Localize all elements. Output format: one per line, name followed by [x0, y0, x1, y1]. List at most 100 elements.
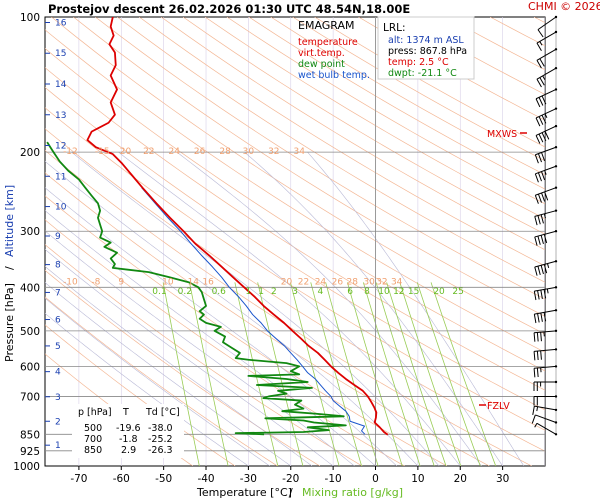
wind-barb [533, 309, 558, 324]
dry-adiabat-line [51, 17, 545, 335]
dry-adiabat-label: 24 [315, 277, 327, 287]
altitude-tick-label: 7 [55, 288, 61, 298]
mixing-ratio-label: 25 [452, 287, 463, 297]
wind-barb-flag [544, 131, 550, 140]
dry-adiabat-label: 28 [219, 147, 231, 157]
fzlv-label: FZLV [487, 401, 510, 412]
mixing-ratio-line [399, 282, 462, 466]
wind-barb-flag [538, 133, 544, 143]
mixing-ratio-line [375, 282, 435, 466]
wind-barb-flag [543, 213, 546, 219]
wind-barb-dot [554, 88, 558, 91]
mixing-ratio-label: 1 [246, 287, 252, 297]
y-axis-label-altitude: Altitude [km] [3, 185, 16, 257]
dry-adiabat-line [182, 17, 545, 235]
wind-barb-flag [540, 214, 544, 224]
lrl-pressure: press: 867.8 hPa [388, 46, 467, 57]
table-cell: 700 [84, 434, 102, 445]
table-cell: 850 [84, 445, 102, 456]
wind-barb-flag [534, 216, 538, 226]
dry-adiabat-label: -12 [63, 147, 78, 157]
dry-adiabat-line [95, 17, 545, 300]
legend-title: EMAGRAM [298, 19, 355, 32]
wind-barb-flag [531, 414, 536, 424]
wind-barb-flag [534, 173, 539, 183]
table-cell: -1.8 [119, 434, 138, 445]
wind-barb-flag [534, 266, 538, 276]
dry-adiabat-line [204, 17, 545, 220]
mixing-ratio-line [234, 282, 279, 466]
wind-barb-flag [537, 313, 540, 323]
dry-adiabat-label: 30 [363, 277, 375, 287]
wind-barb [533, 365, 558, 378]
wind-barb-flag [541, 114, 547, 124]
wind-barb [533, 329, 558, 342]
y-tick-label: 925 [20, 446, 40, 458]
wind-barb [536, 48, 558, 69]
dry-adiabat-label: 20 [120, 147, 132, 157]
x-tick-label: -10 [325, 473, 342, 485]
wind-barb-staff [534, 210, 557, 217]
wind-barb-dot [554, 165, 558, 168]
wind-barb-flag [541, 152, 546, 162]
x-tick-label: 0 [372, 473, 379, 485]
dry-adiabat-label: 16 [202, 277, 214, 287]
wind-barb-flag [541, 132, 547, 142]
altitude-tick-label: 4 [55, 368, 61, 378]
wind-barb-dot [554, 30, 558, 34]
wind-barb-flag [533, 332, 536, 342]
wind-barb [532, 405, 558, 416]
dry-adiabat-label: 26 [194, 147, 206, 157]
wind-barb-dot [554, 48, 558, 51]
altitude-tick-label: 1 [55, 441, 61, 451]
wind-barb [535, 124, 558, 144]
wind-barb [533, 286, 558, 301]
wind-barb-flag [543, 264, 548, 274]
mixing-ratio-label: 6 [347, 287, 353, 297]
wind-barb-dot [554, 230, 558, 233]
x-tick-label: -50 [155, 473, 172, 485]
wind-barb-flag [544, 191, 549, 201]
legend-dew-point: dew point [298, 59, 345, 70]
wind-barb-staff [534, 330, 557, 334]
altitude-tick-label: 15 [55, 49, 66, 59]
wind-barb-staff [534, 309, 557, 315]
copyright-label: CHMI © 2026 [528, 0, 600, 13]
altitude-tick-label: 9 [55, 232, 61, 242]
wind-barb-flag [535, 117, 541, 127]
dry-adiabat-label: 28 [346, 277, 358, 287]
wind-barb-flag [539, 41, 543, 46]
wind-barb [531, 414, 558, 424]
altitude-tick-label: 2 [55, 417, 61, 427]
x-axis-label-temperature: Temperature [°C] [196, 486, 292, 499]
wind-barb-flag [541, 192, 546, 202]
wind-barb [533, 380, 558, 391]
y-tick-label: 400 [20, 282, 40, 294]
table-cell: -38.0 [148, 423, 173, 434]
wind-barb-flag [541, 95, 547, 105]
chart-labels: -70 -60 -50 -40 -30 -20 -10 0 10 20 30123456789101… [45, 18, 509, 485]
mixing-ratio-label: 0.2 [178, 287, 192, 297]
wind-barb-flag [536, 367, 539, 378]
x-tick-label: 20 [454, 473, 467, 485]
wind-barb [534, 422, 558, 436]
mixing-ratio-label: 8 [364, 287, 370, 297]
summary-table: p [hPa] T Td [°C] 500 -19.6 -38.0 700 -1… [72, 404, 184, 458]
altitude-tick-label: 12 [55, 142, 66, 152]
wind-barb-flag [546, 288, 549, 294]
legend: EMAGRAM temperature virt.temp. dew point… [298, 19, 370, 81]
y-tick-label: 700 [20, 391, 40, 403]
table-cell: 500 [84, 423, 102, 434]
wind-barb-flag [534, 423, 538, 428]
table-header-td: Td [°C] [145, 407, 180, 418]
mixing-ratio-label: 15 [408, 287, 419, 297]
mixing-ratio-label: 10 [378, 287, 390, 297]
mixing-ratio-label: 4 [318, 287, 324, 297]
dry-adiabat-label: 32 [376, 277, 387, 287]
wind-barb-staff [535, 414, 557, 423]
wind-barb-dot [554, 286, 558, 289]
plot-frame [44, 16, 546, 467]
wind-barb-flag [540, 332, 542, 342]
wind-barb-flag [537, 215, 541, 225]
